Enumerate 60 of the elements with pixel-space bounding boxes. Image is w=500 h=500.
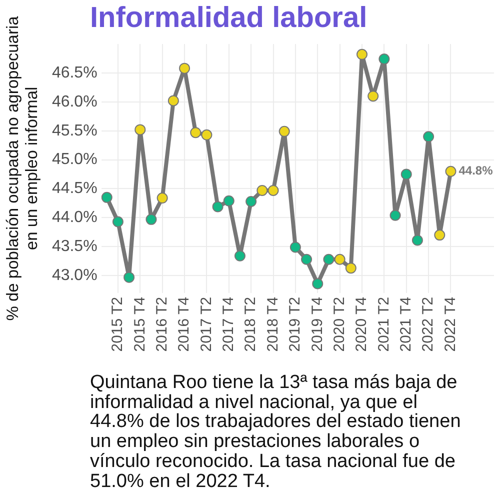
x-tick-label: 2019 T4 [308, 296, 326, 352]
point [412, 234, 423, 246]
point [112, 216, 124, 228]
text: Quintana Roo tiene la 13ª tasa más baja de informalidad a nivel nacional, ya que el 44.8% de los trabajadores del estado tienen un empleo sin prestaciones laborales o vínculo reconocido. La tasa nacional fue de 51.0% en el 2022 T4. [90, 372, 462, 492]
y-tick-label: 43.5% [52, 238, 98, 256]
x-tick-label: 2022 T2 [420, 296, 437, 352]
point [423, 131, 434, 142]
point [146, 214, 157, 225]
x-tick-label: 2021 T2 [375, 296, 392, 352]
data-label: 44.8% [458, 164, 494, 178]
x-tick-label: 2021 T4 [398, 296, 415, 352]
point [434, 230, 446, 241]
y-tick-label: 45.5% [52, 122, 98, 140]
point [212, 201, 224, 212]
point [334, 254, 346, 265]
x-tick-label: 2017 T4 [220, 296, 238, 352]
y-tick-label: 43.0% [52, 266, 98, 284]
y-tick-label: 46.5% [52, 64, 98, 82]
point [179, 62, 190, 74]
point [290, 242, 301, 253]
point [445, 166, 456, 177]
point [356, 48, 368, 60]
point [124, 272, 135, 283]
point [390, 210, 401, 221]
x-tick-label: 2016 T4 [176, 296, 193, 352]
point [134, 124, 146, 136]
y-axis-title: % de población ocupada no agropecuaria en un empleo informal [4, 15, 42, 321]
x-tick-label: 2016 T2 [153, 296, 170, 352]
y-tick-label: 44.0% [52, 209, 98, 226]
point [190, 127, 202, 138]
point [256, 184, 268, 196]
point [234, 250, 246, 262]
x-tick-label: 2015 T4 [131, 296, 148, 352]
point [268, 184, 279, 196]
point [378, 54, 390, 65]
point [101, 192, 112, 203]
x-tick-label: 2019 T2 [286, 296, 304, 352]
y-tick-label: 45.0% [52, 151, 98, 168]
point [156, 192, 168, 204]
point [345, 262, 356, 274]
x-tick-label: 2018 T4 [264, 296, 282, 352]
x-tick-label: 2017 T2 [198, 296, 215, 352]
point [368, 90, 379, 102]
point [278, 126, 290, 137]
x-tick-label: 2020 T4 [353, 296, 370, 352]
point [400, 168, 412, 180]
point [312, 278, 324, 290]
x-tick-label: 2022 T4 [442, 296, 459, 352]
x-tick-label: 2018 T2 [242, 296, 260, 352]
point [168, 95, 179, 106]
point [246, 196, 257, 207]
point [323, 254, 334, 265]
point [301, 254, 312, 265]
point [223, 195, 234, 206]
chart-title: Informalidad laboral [90, 1, 368, 35]
x-tick-label: 2020 T2 [330, 296, 348, 352]
y-tick-label: 46.0% [52, 93, 98, 110]
y-tick-label: 44.5% [52, 180, 98, 198]
point [201, 129, 212, 140]
x-tick-label: 2015 T2 [109, 296, 126, 352]
